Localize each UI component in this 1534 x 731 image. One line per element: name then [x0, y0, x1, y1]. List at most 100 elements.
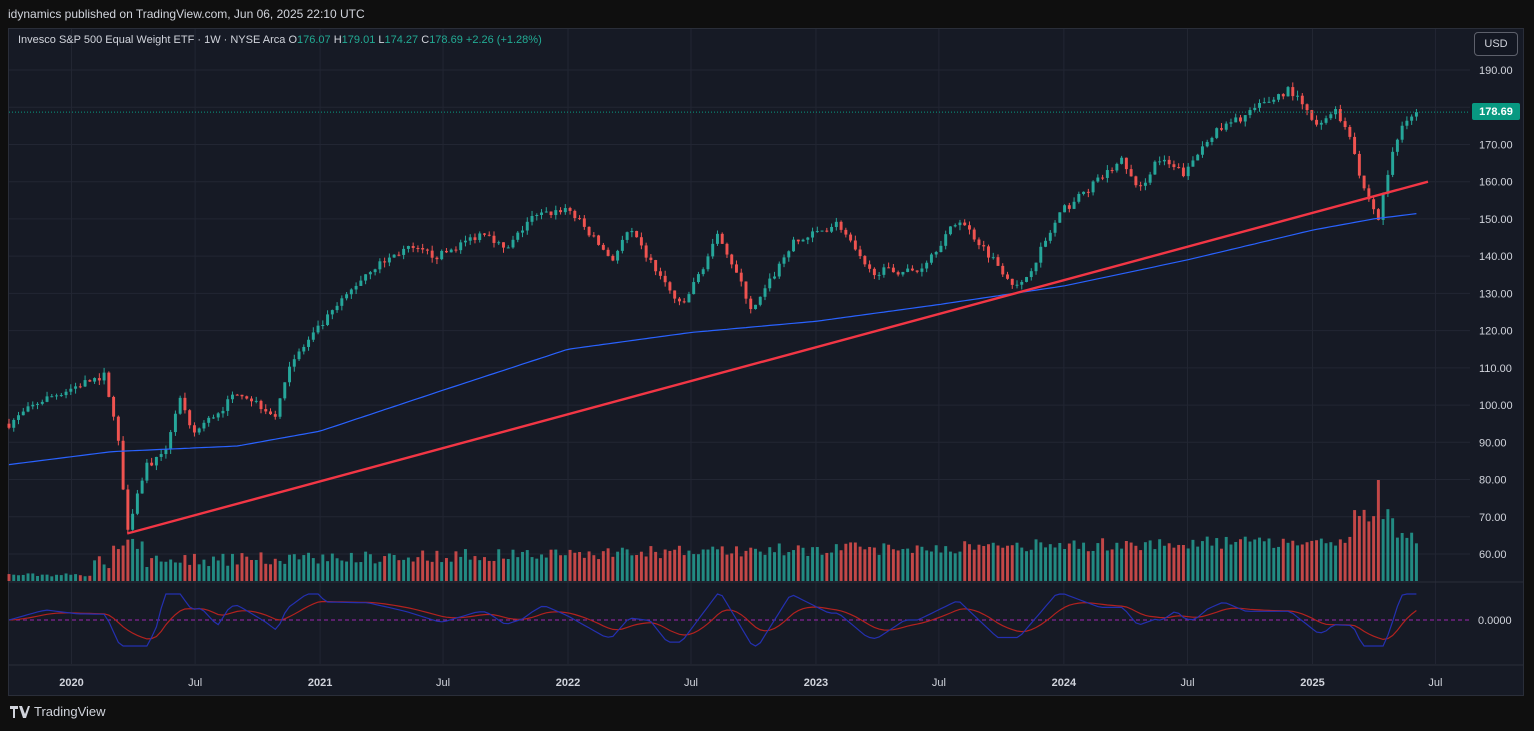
- volume-bar: [45, 574, 49, 581]
- candle-body: [169, 432, 173, 450]
- candle-body: [7, 423, 11, 428]
- volume-bar: [887, 544, 891, 581]
- volume-bar: [682, 555, 686, 581]
- volume-bar: [549, 549, 553, 581]
- volume-bar: [1291, 540, 1295, 581]
- volume-bar: [1395, 537, 1399, 581]
- volume-bar: [849, 542, 853, 581]
- volume-bar: [440, 562, 444, 581]
- candle-body: [1058, 212, 1062, 223]
- candle-body: [1410, 116, 1414, 121]
- candle-body: [1053, 222, 1057, 233]
- time-tick-label: Jul: [188, 677, 202, 689]
- volume-bar: [620, 547, 624, 581]
- volume-bar: [93, 560, 97, 581]
- volume-bar: [768, 547, 772, 581]
- volume-bar: [1110, 549, 1114, 581]
- volume-bar: [1063, 548, 1067, 581]
- tradingview-brand[interactable]: TradingView: [10, 704, 106, 719]
- candle-body: [283, 382, 287, 399]
- candle-body: [687, 294, 691, 303]
- candle-body: [1310, 110, 1314, 120]
- candle-body: [211, 417, 215, 419]
- candle-body: [121, 440, 125, 490]
- candle-body: [36, 403, 40, 405]
- candle-body: [1229, 122, 1233, 124]
- volume-bar: [815, 546, 819, 581]
- candle-body: [991, 257, 995, 259]
- candle-body: [292, 359, 296, 367]
- candle-body: [1091, 181, 1095, 193]
- candle-body: [1305, 104, 1309, 111]
- volume-bar: [982, 546, 986, 581]
- moving-average-line: [8, 213, 1417, 466]
- volume-bar: [487, 560, 491, 581]
- candle-body: [55, 395, 59, 397]
- candle-body: [411, 245, 415, 248]
- volume-bar: [359, 562, 363, 581]
- volume-bar: [754, 548, 757, 581]
- volume-bar: [606, 548, 610, 581]
- candle-body: [1391, 151, 1395, 175]
- volume-bar: [915, 545, 919, 581]
- volume-bar: [1148, 540, 1152, 581]
- volume-bar: [991, 542, 995, 581]
- time-tick-label: 2021: [308, 677, 332, 689]
- candle-body: [516, 232, 520, 240]
- volume-bar: [967, 544, 971, 581]
- candle-body: [987, 246, 990, 258]
- candle-body: [349, 289, 353, 295]
- volume-bar: [1058, 542, 1062, 581]
- candle-body: [150, 462, 154, 466]
- candle-body: [254, 400, 258, 402]
- volume-bar: [692, 554, 696, 581]
- candle-body: [188, 410, 192, 426]
- volume-bar: [1224, 536, 1228, 581]
- currency-button[interactable]: USD: [1474, 32, 1518, 56]
- volume-bar: [735, 546, 738, 581]
- volume-bar: [1120, 548, 1124, 581]
- candle-body: [183, 397, 187, 411]
- volume-bar: [40, 574, 44, 581]
- candle-body: [611, 255, 615, 261]
- candle-body: [245, 396, 249, 399]
- volume-bar: [1196, 546, 1200, 581]
- volume-bar: [421, 550, 425, 581]
- volume-bar: [1234, 541, 1238, 581]
- volume-bar: [758, 551, 762, 581]
- volume-bar: [1158, 539, 1162, 581]
- candle-body: [601, 244, 605, 250]
- candle-body: [920, 268, 924, 272]
- candle-body: [948, 226, 952, 235]
- candle-body: [1338, 109, 1342, 122]
- high-value: 179.01: [341, 34, 376, 46]
- candle-body: [787, 251, 791, 258]
- chart-frame[interactable]: [8, 28, 1524, 696]
- candle-body: [1277, 94, 1280, 100]
- price-tick-label: 110.00: [1479, 363, 1512, 375]
- volume-bar: [150, 558, 154, 581]
- candle-body: [373, 269, 377, 273]
- candle-body: [1200, 146, 1204, 155]
- volume-bar: [78, 575, 82, 581]
- volume-bar: [720, 546, 724, 581]
- volume-bar: [1324, 543, 1328, 581]
- candle-body: [354, 285, 358, 290]
- volume-bar: [1082, 542, 1086, 581]
- price-tick-label: 120.00: [1479, 326, 1513, 338]
- candle-body: [74, 386, 78, 389]
- candle-body: [1001, 265, 1005, 275]
- candle-body: [231, 394, 234, 400]
- candle-body: [416, 247, 420, 249]
- candle-body: [173, 413, 177, 433]
- candle-body: [102, 372, 106, 381]
- candle-body: [1044, 240, 1048, 247]
- candle-body: [297, 351, 301, 360]
- candle-body: [131, 513, 135, 530]
- volume-bar: [535, 558, 539, 581]
- volume-bar: [730, 553, 734, 581]
- candle-body: [468, 237, 472, 241]
- symbol-legend: Invesco S&P 500 Equal Weight ETF · 1W · …: [18, 34, 542, 46]
- volume-bar: [825, 552, 829, 581]
